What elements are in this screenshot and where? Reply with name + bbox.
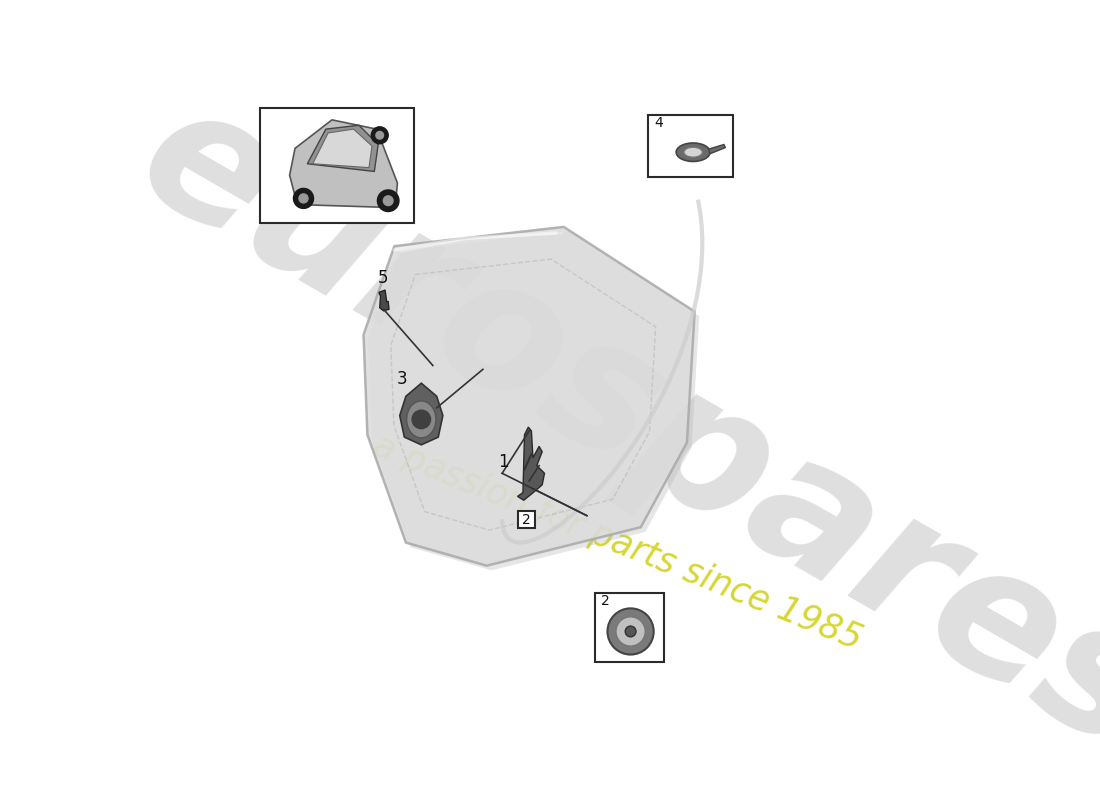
Circle shape — [607, 608, 653, 654]
Text: 2: 2 — [601, 594, 609, 608]
Text: 5: 5 — [377, 270, 388, 287]
Polygon shape — [378, 290, 389, 311]
Bar — [594, 593, 663, 662]
Text: 2: 2 — [522, 513, 531, 526]
Ellipse shape — [407, 401, 436, 438]
Polygon shape — [517, 427, 544, 500]
Text: 3: 3 — [397, 370, 407, 387]
Text: 1: 1 — [498, 453, 509, 470]
Circle shape — [299, 194, 308, 203]
Bar — [649, 115, 734, 177]
Polygon shape — [368, 231, 700, 570]
Ellipse shape — [676, 143, 711, 162]
Polygon shape — [399, 383, 443, 445]
Text: a passion for parts since 1985: a passion for parts since 1985 — [368, 429, 867, 657]
Circle shape — [376, 131, 384, 139]
Text: 4: 4 — [654, 116, 663, 130]
Polygon shape — [289, 120, 397, 208]
Polygon shape — [708, 145, 726, 154]
Ellipse shape — [684, 147, 703, 158]
Bar — [260, 107, 414, 223]
Bar — [518, 511, 536, 528]
Circle shape — [625, 626, 636, 637]
Circle shape — [412, 410, 430, 429]
Circle shape — [372, 126, 388, 144]
Text: eurospares: eurospares — [110, 66, 1100, 789]
Polygon shape — [307, 126, 378, 171]
Polygon shape — [363, 227, 695, 566]
Circle shape — [383, 196, 393, 206]
Polygon shape — [312, 129, 372, 168]
Circle shape — [377, 190, 399, 211]
Circle shape — [616, 617, 646, 646]
Circle shape — [294, 188, 313, 209]
